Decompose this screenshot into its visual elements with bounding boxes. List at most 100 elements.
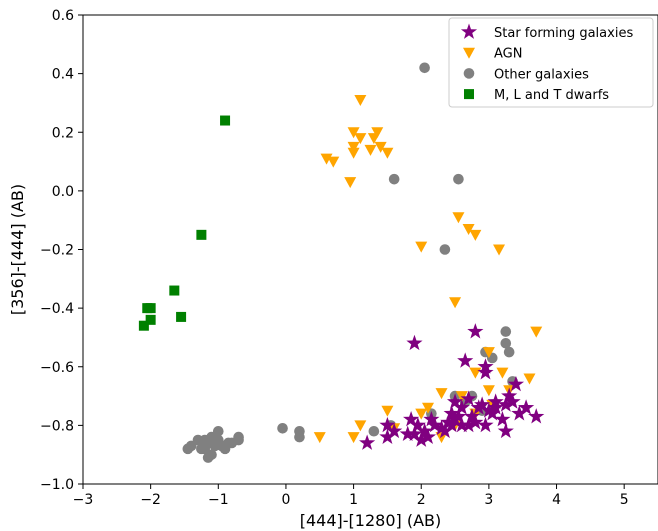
triangle_down-point bbox=[462, 223, 475, 235]
square-point bbox=[220, 115, 231, 126]
legend-star-icon bbox=[460, 23, 478, 39]
axis-ticks: −3 −2 −1 0 1 2 3 4 5 −1.0 −0.8 −0.6 −0.4 −0.2 0.0 0.2 0.… bbox=[40, 8, 629, 508]
star-point bbox=[460, 390, 477, 406]
triangle_down-point bbox=[435, 388, 448, 400]
triangle_down-point bbox=[523, 373, 536, 385]
triangle_down-point bbox=[364, 144, 377, 156]
star-point bbox=[446, 393, 464, 409]
triangle_down-point bbox=[327, 156, 340, 168]
square-point bbox=[145, 314, 156, 325]
circle-point bbox=[294, 431, 305, 443]
star-point bbox=[386, 422, 403, 439]
triangle_down-point bbox=[469, 367, 482, 379]
square-point bbox=[176, 311, 187, 322]
legend-label: M, L and T dwarfs bbox=[494, 88, 609, 103]
triangle_down-point bbox=[482, 385, 495, 397]
star-point bbox=[507, 375, 525, 392]
y-tick-label: −0.4 bbox=[40, 301, 74, 317]
star-point bbox=[433, 419, 450, 436]
star-point bbox=[443, 416, 460, 433]
y-axis-label: [356]-[444] (AB) bbox=[8, 184, 27, 315]
star-point bbox=[443, 405, 460, 421]
x-tick-label: 0 bbox=[281, 492, 290, 508]
triangle_down-point bbox=[347, 141, 360, 153]
star-point bbox=[413, 431, 430, 447]
triangle_down-point bbox=[347, 127, 360, 139]
star-point bbox=[409, 416, 426, 433]
star-point bbox=[528, 408, 545, 424]
triangle_down-point bbox=[313, 432, 326, 444]
star-point bbox=[467, 323, 484, 339]
legend-label: Star forming galaxies bbox=[494, 26, 633, 41]
x-tick-label: 3 bbox=[484, 492, 493, 508]
star-point bbox=[501, 387, 518, 403]
y-tick-label: −1.0 bbox=[40, 477, 74, 493]
x-axis-label: [444]-[1280] (AB) bbox=[300, 511, 442, 530]
y-tick-label: 0.2 bbox=[52, 125, 74, 141]
star-point bbox=[453, 399, 470, 415]
y-tick-label: 0.4 bbox=[52, 67, 74, 83]
circle-point bbox=[202, 452, 214, 463]
star-point bbox=[450, 408, 467, 424]
star-point bbox=[457, 352, 474, 368]
triangle_down-point bbox=[367, 133, 380, 145]
star-point bbox=[494, 411, 511, 427]
star-point bbox=[419, 428, 437, 444]
star-point bbox=[497, 396, 514, 412]
legend-box bbox=[448, 17, 654, 108]
x-tick-label: 1 bbox=[349, 492, 358, 508]
star-point bbox=[463, 408, 481, 424]
square-point bbox=[196, 229, 207, 240]
star-point bbox=[480, 402, 497, 418]
x-tick-label: 4 bbox=[552, 492, 561, 508]
star-point bbox=[460, 416, 477, 433]
star-point bbox=[477, 416, 494, 433]
legend-triangle_down-icon bbox=[463, 47, 475, 59]
y-tick-label: −0.8 bbox=[40, 418, 74, 434]
data-points bbox=[138, 62, 545, 463]
circle-point bbox=[196, 443, 207, 455]
star-point bbox=[504, 393, 521, 409]
triangle_down-point bbox=[320, 153, 333, 165]
x-tick-label: −1 bbox=[208, 492, 229, 508]
triangle_down-point bbox=[354, 420, 367, 432]
y-tick-label: −0.2 bbox=[40, 243, 74, 259]
triangle_down-point bbox=[354, 95, 367, 107]
star-point bbox=[423, 411, 440, 427]
triangle_down-point bbox=[381, 147, 394, 159]
triangle_down-point bbox=[347, 147, 360, 159]
legend-circle-icon bbox=[463, 68, 475, 79]
circle-point bbox=[500, 326, 512, 337]
circle-point bbox=[277, 423, 288, 434]
star-point bbox=[497, 422, 514, 439]
triangle_down-point bbox=[415, 241, 428, 253]
y-tick-label: 0.0 bbox=[52, 184, 74, 200]
legend-label: AGN bbox=[494, 47, 522, 62]
circle-point bbox=[209, 434, 221, 446]
star-point bbox=[406, 334, 423, 351]
triangle_down-point bbox=[344, 177, 357, 189]
x-tick-label: −2 bbox=[140, 492, 161, 508]
star-point bbox=[399, 425, 416, 442]
triangle_down-point bbox=[482, 347, 495, 359]
triangle_down-point bbox=[347, 432, 360, 444]
triangle_down-point bbox=[354, 133, 367, 145]
star-point bbox=[470, 399, 487, 415]
square-point bbox=[169, 285, 180, 296]
triangle_down-point bbox=[415, 408, 428, 420]
triangle_down-point bbox=[496, 367, 509, 379]
triangle_down-point bbox=[493, 244, 506, 256]
square-point bbox=[145, 303, 156, 314]
star-point bbox=[440, 413, 457, 430]
circle-point bbox=[500, 338, 512, 349]
legend-square-icon bbox=[464, 89, 474, 100]
triangle_down-point bbox=[371, 127, 384, 139]
y-tick-label: 0.6 bbox=[52, 8, 74, 24]
circle-point bbox=[388, 173, 400, 185]
star-point bbox=[403, 411, 420, 427]
triangle_down-point bbox=[449, 297, 462, 309]
star-point bbox=[379, 416, 396, 433]
circle-point bbox=[503, 346, 515, 358]
star-point bbox=[518, 399, 535, 415]
